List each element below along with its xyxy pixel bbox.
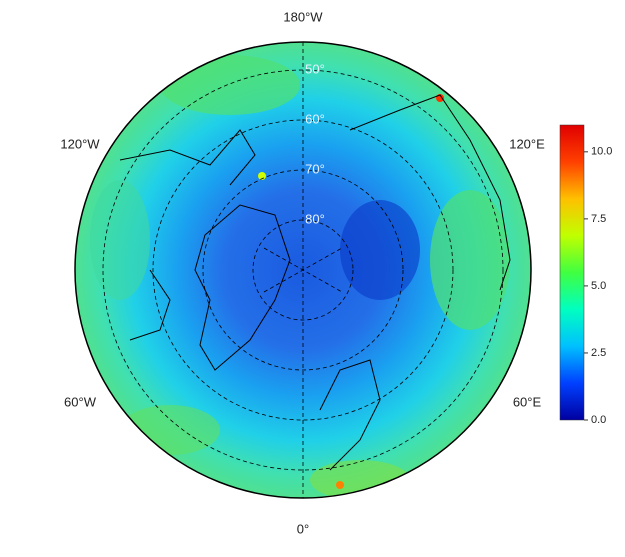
longitude-label: 0° [297, 521, 309, 536]
colorbar-tick-label: 5.0 [591, 280, 606, 292]
latitude-circle [152, 119, 454, 421]
colorbar [559, 124, 585, 421]
colorbar-tick-label: 2.5 [591, 347, 606, 359]
longitude-label: 120°W [60, 136, 100, 151]
graticule [102, 42, 504, 498]
latitude-circle [252, 219, 354, 321]
latitude-circle [102, 69, 504, 471]
longitude-label: 60°W [64, 394, 97, 409]
longitude-label: 180°W [283, 9, 323, 24]
latitude-label: 70° [305, 161, 325, 176]
map-border [74, 41, 532, 499]
colorbar-tick-label: 10.0 [591, 146, 612, 158]
longitude-label: 60°E [513, 394, 542, 409]
colorbar-tick-label: 0.0 [591, 414, 606, 426]
latitude-circle [202, 169, 404, 371]
latitude-label: 80° [305, 211, 325, 226]
latitude-label: 60° [305, 111, 325, 126]
data-field [75, 42, 531, 498]
latitude-label: 50° [305, 61, 325, 76]
colorbar-tick-label: 7.5 [591, 213, 606, 225]
longitude-label: 120°E [509, 136, 545, 151]
coastlines [119, 94, 511, 471]
